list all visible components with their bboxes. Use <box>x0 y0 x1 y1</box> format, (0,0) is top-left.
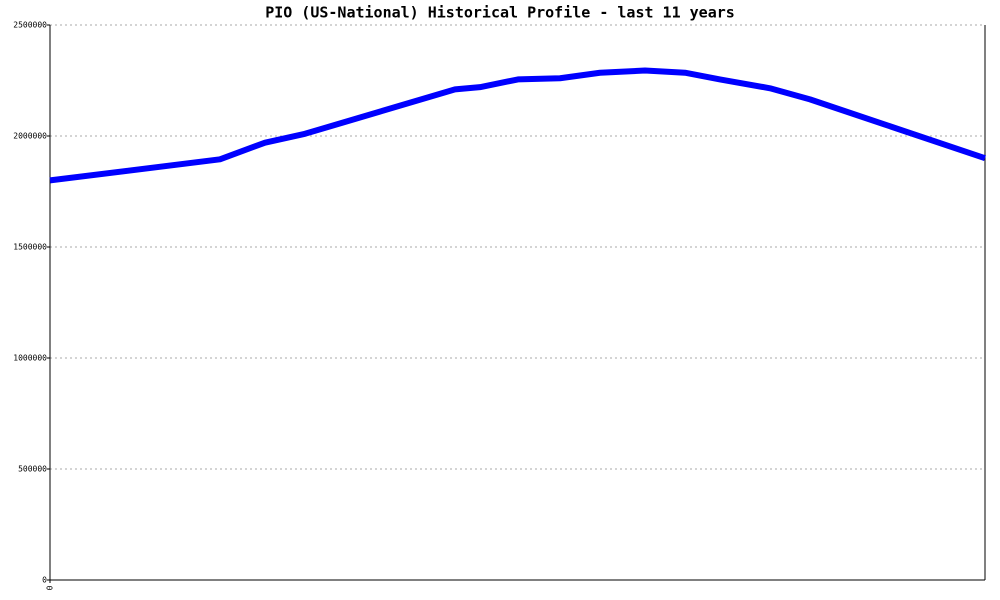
y-tick-label: 1500000 <box>13 243 47 252</box>
chart-title: PIO (US-National) Historical Profile - l… <box>265 4 735 22</box>
y-tick-label: 2500000 <box>13 21 47 30</box>
data-line <box>49 67 986 184</box>
y-tick-label: 2000000 <box>13 132 47 141</box>
y-tick-label: 1000000 <box>13 354 47 363</box>
y-tick-label: 0 <box>42 576 47 585</box>
y-tick-label: 500000 <box>18 465 47 474</box>
x-tick-label: 0 <box>46 585 55 590</box>
